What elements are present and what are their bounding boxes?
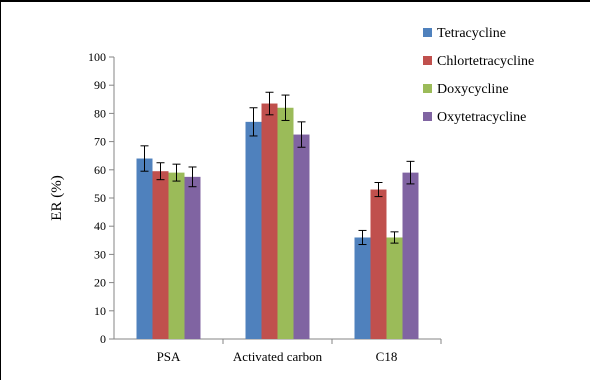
legend-swatch-oxytetracycline [423, 112, 432, 121]
bar-chlortetracycline [261, 103, 278, 339]
x-tick-label: C18 [376, 349, 398, 364]
legend-label: Chlortetracycline [437, 54, 534, 69]
x-tick-label: PSA [157, 349, 181, 364]
bar-tetracycline [354, 237, 371, 339]
y-tick-label: 30 [94, 247, 106, 261]
y-axis-label: ER (%) [49, 175, 65, 220]
bar-tetracycline [245, 121, 262, 339]
bar-chlortetracycline [370, 189, 387, 339]
bar-doxycycline [168, 172, 185, 339]
y-tick-label: 90 [94, 78, 106, 92]
bar-oxytetracycline [402, 172, 419, 339]
y-tick-label: 50 [94, 191, 106, 205]
legend-label: Oxytetracycline [437, 110, 526, 125]
legend-label: Doxycycline [437, 82, 509, 97]
bar-oxytetracycline [184, 176, 201, 339]
y-tick-label: 80 [94, 106, 106, 120]
y-tick-label: 70 [94, 135, 106, 149]
legend-swatch-tetracycline [423, 28, 432, 37]
bar-doxycycline [386, 237, 403, 339]
bar-chart: 0 10 20 30 40 50 60 70 80 90 100 ER (%) PSA Activated… [49, 26, 534, 364]
y-tick-label: 40 [94, 219, 106, 233]
legend-label: Tetracycline [437, 26, 506, 41]
legend-swatch-chlortetracycline [423, 56, 432, 65]
y-tick-label: 100 [88, 50, 106, 64]
x-tick-label: Activated carbon [233, 349, 323, 364]
y-tick-label: 20 [94, 276, 106, 290]
bar-oxytetracycline [293, 134, 310, 339]
y-tick-label: 60 [94, 163, 106, 177]
y-tick-label: 10 [94, 304, 106, 318]
y-tick-label: 0 [100, 332, 106, 346]
legend-swatch-doxycycline [423, 84, 432, 93]
bar-doxycycline [277, 107, 294, 339]
bar-chlortetracycline [152, 171, 169, 339]
bar-tetracycline [136, 158, 153, 339]
